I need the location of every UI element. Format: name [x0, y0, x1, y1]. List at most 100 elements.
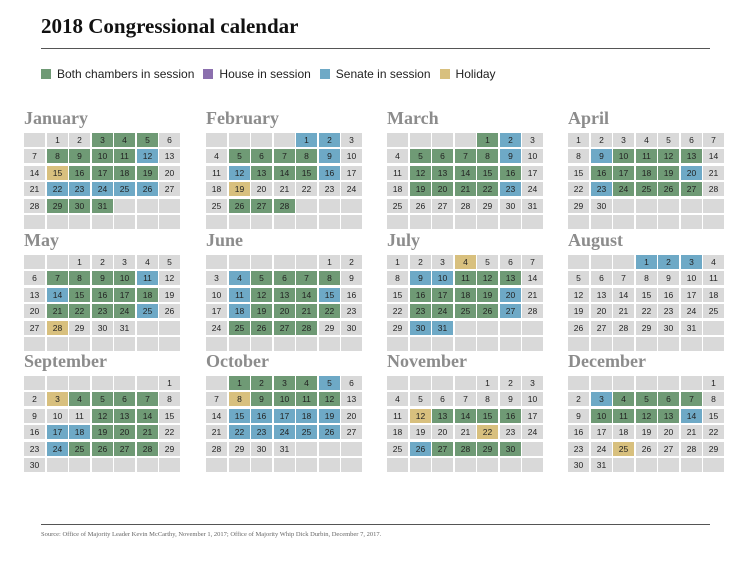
- day-cell: 12: [410, 409, 431, 423]
- day-cell: 12: [477, 271, 498, 285]
- empty-cell: [522, 337, 543, 351]
- day-cell: 17: [114, 288, 135, 302]
- empty-cell: [114, 458, 135, 472]
- day-cell: 22: [477, 425, 498, 439]
- page-title: 2018 Congressional calendar: [41, 14, 299, 38]
- empty-cell: [455, 133, 476, 147]
- empty-cell: [92, 215, 113, 229]
- day-cell: 14: [703, 149, 724, 163]
- day-cell: 23: [251, 425, 272, 439]
- day-cell: 30: [500, 442, 521, 456]
- day-cell: 8: [387, 271, 408, 285]
- day-cell: 8: [47, 149, 68, 163]
- empty-cell: [206, 458, 227, 472]
- day-cell: 2: [568, 392, 589, 406]
- day-cell: 21: [681, 425, 702, 439]
- day-cell: 2: [658, 255, 679, 269]
- empty-cell: [69, 376, 90, 390]
- day-cell: 23: [24, 442, 45, 456]
- day-cell: 19: [410, 182, 431, 196]
- empty-cell: [24, 255, 45, 269]
- day-cell: 17: [206, 304, 227, 318]
- day-cell: 26: [477, 304, 498, 318]
- day-cell: 11: [296, 392, 317, 406]
- day-cell: 28: [296, 321, 317, 335]
- empty-cell: [568, 337, 589, 351]
- day-cell: 14: [137, 409, 158, 423]
- day-cell: 19: [658, 166, 679, 180]
- day-cell: 21: [522, 288, 543, 302]
- empty-cell: [613, 458, 634, 472]
- day-cell: 29: [703, 442, 724, 456]
- day-cell: 31: [92, 199, 113, 213]
- day-cell: 12: [568, 288, 589, 302]
- empty-cell: [703, 458, 724, 472]
- day-cell: 8: [296, 149, 317, 163]
- day-cell: 16: [658, 288, 679, 302]
- empty-cell: [477, 458, 498, 472]
- day-cell: 23: [341, 304, 362, 318]
- day-cell: 15: [319, 288, 340, 302]
- day-cell: 30: [251, 442, 272, 456]
- empty-cell: [500, 458, 521, 472]
- day-cell: 1: [477, 376, 498, 390]
- day-cell: 6: [591, 271, 612, 285]
- day-cell: 17: [341, 166, 362, 180]
- empty-cell: [114, 199, 135, 213]
- day-cell: 23: [658, 304, 679, 318]
- day-cell: 24: [341, 182, 362, 196]
- day-cell: 9: [410, 271, 431, 285]
- empty-cell: [500, 337, 521, 351]
- day-cell: 27: [159, 182, 180, 196]
- day-cell: 4: [296, 376, 317, 390]
- day-cell: 5: [568, 271, 589, 285]
- day-cell: 23: [568, 442, 589, 456]
- day-cell: 21: [47, 304, 68, 318]
- day-cell: 8: [568, 149, 589, 163]
- day-cell: 9: [658, 271, 679, 285]
- day-cell: 20: [341, 409, 362, 423]
- legend-item: House in session: [203, 67, 311, 81]
- day-cell: 10: [341, 149, 362, 163]
- empty-cell: [274, 255, 295, 269]
- day-cell: 13: [500, 271, 521, 285]
- empty-cell: [703, 337, 724, 351]
- day-cell: 6: [159, 133, 180, 147]
- day-cell: 23: [410, 304, 431, 318]
- day-cell: 29: [159, 442, 180, 456]
- empty-cell: [636, 458, 657, 472]
- empty-cell: [387, 133, 408, 147]
- day-cell: 18: [69, 425, 90, 439]
- empty-cell: [613, 376, 634, 390]
- day-cell: 16: [69, 166, 90, 180]
- legend-label: Holiday: [455, 67, 496, 81]
- day-cell: 25: [636, 182, 657, 196]
- day-cell: 13: [591, 288, 612, 302]
- day-cell: 2: [500, 133, 521, 147]
- day-cell: 10: [681, 271, 702, 285]
- day-cell: 29: [568, 199, 589, 213]
- day-cell: 9: [591, 149, 612, 163]
- day-cell: 10: [591, 409, 612, 423]
- day-cell: 27: [114, 442, 135, 456]
- empty-cell: [296, 199, 317, 213]
- day-cell: 4: [206, 149, 227, 163]
- empty-cell: [658, 215, 679, 229]
- day-cell: 12: [636, 409, 657, 423]
- month-name: January: [24, 108, 89, 128]
- day-cell: 4: [703, 255, 724, 269]
- day-cell: 14: [613, 288, 634, 302]
- day-cell: 27: [500, 304, 521, 318]
- day-cell: 24: [522, 425, 543, 439]
- day-cell: 13: [251, 166, 272, 180]
- day-cell: 5: [251, 271, 272, 285]
- empty-cell: [319, 199, 340, 213]
- empty-cell: [114, 215, 135, 229]
- empty-cell: [341, 199, 362, 213]
- day-cell: 22: [387, 304, 408, 318]
- day-cell: 26: [410, 442, 431, 456]
- empty-cell: [92, 458, 113, 472]
- day-cell: 22: [229, 425, 250, 439]
- empty-cell: [591, 215, 612, 229]
- day-cell: 30: [591, 199, 612, 213]
